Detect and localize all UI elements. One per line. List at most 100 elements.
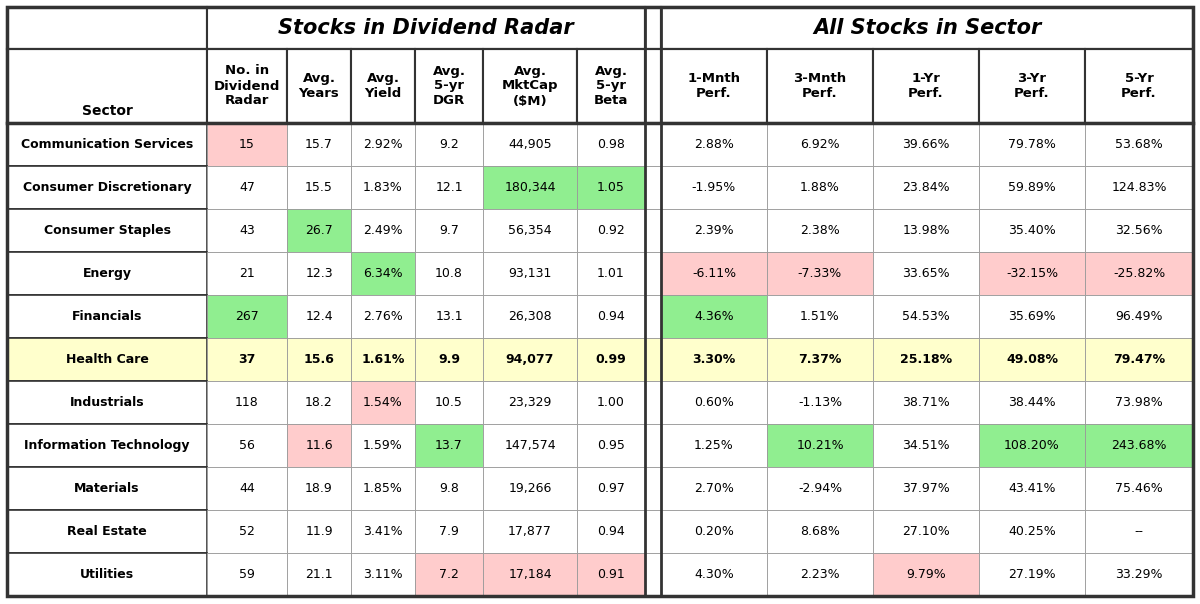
Text: 2.70%: 2.70% bbox=[694, 482, 734, 495]
Bar bbox=[352, 166, 415, 209]
Bar bbox=[208, 381, 287, 424]
Bar bbox=[577, 252, 646, 295]
Text: 1.05: 1.05 bbox=[598, 181, 625, 194]
Text: 9.7: 9.7 bbox=[439, 224, 458, 237]
Bar bbox=[1085, 252, 1193, 295]
Bar bbox=[208, 467, 287, 510]
Text: 1.59%: 1.59% bbox=[364, 439, 403, 452]
Bar bbox=[767, 123, 874, 166]
Bar bbox=[577, 166, 646, 209]
Text: 6.34%: 6.34% bbox=[364, 267, 403, 280]
Bar bbox=[208, 7, 646, 49]
Text: 59: 59 bbox=[239, 568, 254, 581]
Text: Utilities: Utilities bbox=[80, 568, 134, 581]
Text: 40.25%: 40.25% bbox=[1008, 525, 1056, 538]
Text: Avg.
5-yr
DGR: Avg. 5-yr DGR bbox=[432, 65, 466, 108]
Bar bbox=[7, 424, 208, 467]
Bar bbox=[287, 381, 352, 424]
Bar bbox=[874, 252, 979, 295]
Text: 267: 267 bbox=[235, 310, 259, 323]
Bar bbox=[661, 166, 767, 209]
Text: 0.99: 0.99 bbox=[595, 353, 626, 366]
Text: 59.89%: 59.89% bbox=[1008, 181, 1056, 194]
Bar bbox=[661, 467, 767, 510]
Text: 1-Yr
Perf.: 1-Yr Perf. bbox=[908, 72, 944, 100]
Bar bbox=[415, 252, 482, 295]
Bar bbox=[577, 553, 646, 596]
Bar bbox=[208, 510, 287, 553]
Text: 49.08%: 49.08% bbox=[1006, 353, 1058, 366]
Bar bbox=[577, 49, 646, 123]
Bar bbox=[979, 381, 1085, 424]
Text: 56: 56 bbox=[239, 439, 254, 452]
Text: 2.39%: 2.39% bbox=[694, 224, 734, 237]
Bar bbox=[646, 166, 661, 209]
Bar bbox=[979, 252, 1085, 295]
Bar bbox=[208, 209, 287, 252]
Bar bbox=[482, 49, 577, 123]
Text: 4.30%: 4.30% bbox=[694, 568, 734, 581]
Bar bbox=[979, 467, 1085, 510]
Bar bbox=[1085, 510, 1193, 553]
Text: Stocks in Dividend Radar: Stocks in Dividend Radar bbox=[278, 18, 574, 38]
Bar bbox=[646, 553, 661, 596]
Bar bbox=[415, 510, 482, 553]
Bar bbox=[415, 209, 482, 252]
Bar bbox=[767, 553, 874, 596]
Bar bbox=[979, 49, 1085, 123]
Bar bbox=[287, 49, 352, 123]
Text: 21.1: 21.1 bbox=[305, 568, 332, 581]
Text: 1.00: 1.00 bbox=[598, 396, 625, 409]
Text: 35.69%: 35.69% bbox=[1008, 310, 1056, 323]
Text: 35.40%: 35.40% bbox=[1008, 224, 1056, 237]
Bar bbox=[661, 209, 767, 252]
Text: 147,574: 147,574 bbox=[504, 439, 556, 452]
Bar bbox=[979, 295, 1085, 338]
Bar bbox=[767, 338, 874, 381]
Bar bbox=[979, 123, 1085, 166]
Bar bbox=[767, 49, 874, 123]
Bar bbox=[287, 553, 352, 596]
Text: Communication Services: Communication Services bbox=[20, 138, 193, 151]
Bar bbox=[646, 123, 661, 166]
Bar bbox=[287, 123, 352, 166]
Text: 7.9: 7.9 bbox=[439, 525, 458, 538]
Text: Industrials: Industrials bbox=[70, 396, 144, 409]
Text: 0.95: 0.95 bbox=[598, 439, 625, 452]
Text: 94,077: 94,077 bbox=[506, 353, 554, 366]
Bar bbox=[1085, 424, 1193, 467]
Bar bbox=[208, 166, 287, 209]
Text: 2.38%: 2.38% bbox=[800, 224, 840, 237]
Bar bbox=[415, 467, 482, 510]
Text: 0.60%: 0.60% bbox=[694, 396, 734, 409]
Text: 2.88%: 2.88% bbox=[694, 138, 734, 151]
Bar bbox=[646, 424, 661, 467]
Text: 1-Mnth
Perf.: 1-Mnth Perf. bbox=[688, 72, 740, 100]
Text: 7.37%: 7.37% bbox=[798, 353, 841, 366]
Text: 0.91: 0.91 bbox=[598, 568, 625, 581]
Text: 37.97%: 37.97% bbox=[902, 482, 950, 495]
Text: 3.41%: 3.41% bbox=[364, 525, 403, 538]
Text: 17,184: 17,184 bbox=[508, 568, 552, 581]
Bar bbox=[7, 338, 208, 381]
Bar bbox=[646, 49, 661, 123]
Bar bbox=[979, 166, 1085, 209]
Text: 9.79%: 9.79% bbox=[906, 568, 946, 581]
Text: 108.20%: 108.20% bbox=[1004, 439, 1060, 452]
Bar bbox=[767, 295, 874, 338]
Text: 52: 52 bbox=[239, 525, 254, 538]
Bar bbox=[7, 49, 208, 123]
Bar bbox=[352, 381, 415, 424]
Bar bbox=[7, 166, 208, 209]
Bar bbox=[874, 424, 979, 467]
Bar bbox=[767, 252, 874, 295]
Text: 3-Yr
Perf.: 3-Yr Perf. bbox=[1014, 72, 1050, 100]
Bar bbox=[646, 467, 661, 510]
Text: Consumer Staples: Consumer Staples bbox=[43, 224, 170, 237]
Bar bbox=[1085, 123, 1193, 166]
Text: All Stocks in Sector: All Stocks in Sector bbox=[812, 18, 1042, 38]
Bar bbox=[208, 553, 287, 596]
Bar bbox=[874, 209, 979, 252]
Bar bbox=[352, 510, 415, 553]
Bar bbox=[661, 424, 767, 467]
